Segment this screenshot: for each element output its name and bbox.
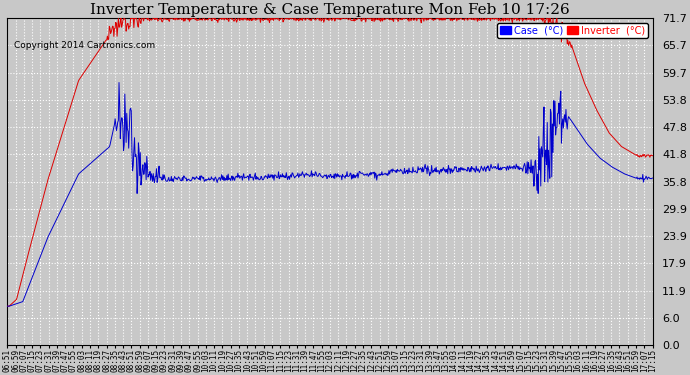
Legend: Case  (°C), Inverter  (°C): Case (°C), Inverter (°C) xyxy=(497,23,648,38)
Text: Copyright 2014 Cartronics.com: Copyright 2014 Cartronics.com xyxy=(14,41,155,50)
Title: Inverter Temperature & Case Temperature Mon Feb 10 17:26: Inverter Temperature & Case Temperature … xyxy=(90,3,570,17)
